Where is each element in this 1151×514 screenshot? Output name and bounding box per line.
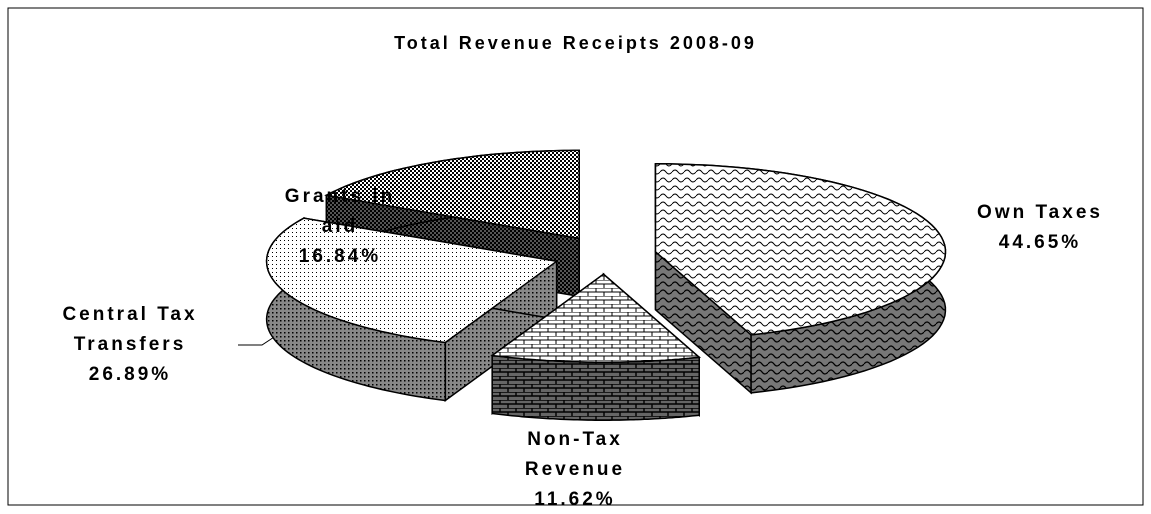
category-label: Grants in aid [284, 186, 396, 237]
value-label: 44.65% [998, 232, 1082, 253]
chart-border [7, 7, 1144, 506]
pie-slice [490, 273, 702, 363]
value-label: 11.62% [534, 489, 616, 510]
slice-label: Non-Tax Revenue 11.62% [495, 425, 655, 514]
pie-slice [324, 149, 580, 240]
slice-label: Grants in aid 16.84% [265, 182, 415, 272]
slice-label: Central Tax Transfers 26.89% [20, 300, 240, 390]
pie-slice [265, 217, 559, 344]
chart-title: Total Revenue Receipts 2008-09 [394, 33, 757, 53]
slice-wall [491, 354, 700, 421]
value-label: 16.84% [298, 246, 382, 267]
slice-label: Own Taxes 44.65% [955, 198, 1125, 258]
pie-slice [654, 163, 947, 336]
value-label: 26.89% [88, 364, 172, 385]
category-label: Non-Tax Revenue [524, 429, 626, 480]
category-label: Own Taxes [977, 202, 1103, 223]
category-label: Central Tax Transfers [62, 304, 198, 355]
